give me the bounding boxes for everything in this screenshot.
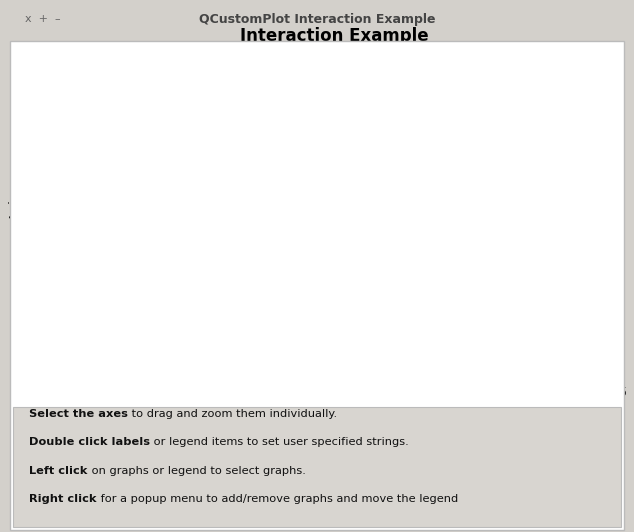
Text: on graphs or legend to select graphs.: on graphs or legend to select graphs.	[87, 466, 306, 476]
Text: Remove selected graph: Remove selected graph	[240, 212, 380, 226]
Text: Double click labels: Double click labels	[29, 437, 150, 447]
Text: Add random graph: Add random graph	[255, 199, 366, 212]
Text: to drag and zoom them individually.: to drag and zoom them individually.	[128, 409, 337, 419]
Text: for a popup menu to add/remove graphs and move the legend: for a popup menu to add/remove graphs an…	[96, 494, 458, 504]
Text: or legend items to set user specified strings.: or legend items to set user specified st…	[150, 437, 409, 447]
Text: Left click: Left click	[29, 466, 87, 476]
FancyBboxPatch shape	[241, 212, 380, 226]
Text: x  +  –: x + –	[25, 14, 61, 24]
Y-axis label: y Axis: y Axis	[9, 193, 22, 232]
Text: Select the axes: Select the axes	[29, 409, 128, 419]
Text: Remove all graphs: Remove all graphs	[256, 226, 366, 239]
Text: QCustomPlot Interaction Example: QCustomPlot Interaction Example	[198, 13, 436, 26]
Title: Interaction Example: Interaction Example	[240, 27, 429, 45]
Legend: New graph 0, New graph 1, New graph 2, New graph 3: New graph 0, New graph 1, New graph 2, N…	[492, 55, 609, 129]
X-axis label: x Axis: x Axis	[314, 405, 354, 418]
Text: Right click: Right click	[29, 494, 96, 504]
FancyBboxPatch shape	[240, 197, 381, 240]
